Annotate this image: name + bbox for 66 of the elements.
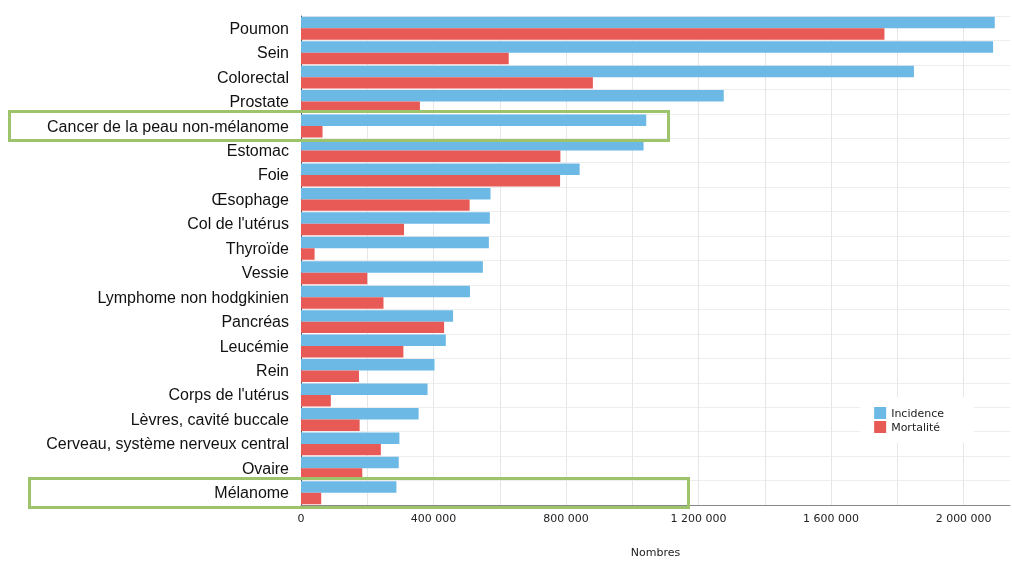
legend-label: Mortalité: [891, 420, 941, 434]
bar: [301, 394, 331, 407]
bar: [301, 432, 400, 444]
x-tick-label: 2 000 000: [935, 512, 992, 525]
bar: [301, 174, 561, 187]
bar: [301, 65, 914, 78]
bar: [301, 285, 470, 298]
x-axis-title: Nombres: [630, 546, 681, 559]
bar: [301, 419, 360, 431]
x-tick-label: 1 600 000: [803, 512, 860, 525]
bar: [301, 236, 489, 249]
bar: [301, 187, 491, 200]
y-tick-label: Sein: [256, 44, 289, 62]
bar: [301, 334, 446, 347]
bar: [301, 456, 399, 469]
bar: [301, 212, 490, 224]
legend-label: Incidence: [891, 406, 945, 420]
y-tick-label: Thyroïde: [225, 239, 290, 257]
y-tick-label: Cerveau, système nerveux central: [46, 435, 289, 453]
y-tick-label: Vessie: [241, 264, 290, 282]
bar: [301, 41, 994, 53]
bar: [301, 126, 323, 138]
bar: [301, 16, 995, 29]
bar: [301, 28, 885, 40]
x-tick-label: 400 000: [410, 512, 457, 525]
bar: [301, 359, 435, 371]
y-tick-label: Lymphome non hodgkinien: [97, 288, 289, 306]
bar: [301, 248, 315, 260]
y-tick-label: Leucémie: [219, 337, 290, 355]
y-tick-label: Œsophage: [211, 190, 290, 208]
bar: [301, 297, 384, 309]
bar: [301, 52, 509, 65]
bar: [301, 407, 419, 420]
bar: [301, 272, 368, 285]
bar: [301, 383, 428, 395]
bar: [301, 77, 593, 89]
x-tick-label: 1 200 000: [670, 512, 727, 525]
y-tick-label: Colorectal: [216, 68, 289, 86]
y-tick-label: Col de l'utérus: [187, 215, 289, 233]
bar: [301, 150, 561, 162]
bar: [301, 223, 405, 236]
bar: [301, 114, 647, 127]
bar: [301, 261, 483, 273]
bar: [301, 370, 359, 383]
y-tick-label: Foie: [257, 166, 290, 184]
bar: [301, 346, 404, 358]
y-tick-label: Ovaire: [241, 459, 290, 477]
bar: [301, 481, 397, 493]
y-tick-label: Lèvres, cavité buccale: [130, 410, 290, 428]
y-tick-label: Corps de l'utérus: [168, 386, 289, 404]
bar: [301, 310, 454, 322]
y-tick-label: Estomac: [226, 141, 289, 159]
y-tick-label: Prostate: [229, 93, 290, 111]
bar: [301, 321, 445, 334]
y-tick-label: Rein: [256, 362, 289, 380]
y-tick-label: Cancer de la peau non-mélanome: [47, 117, 290, 135]
bar: [301, 199, 470, 211]
bar: [301, 443, 381, 456]
bar: [301, 492, 322, 505]
bar: [301, 90, 724, 102]
x-tick-label: 800 000: [543, 512, 589, 525]
bar: [301, 163, 580, 175]
x-tick-label: 0: [297, 512, 305, 525]
y-tick-label: Pancréas: [221, 313, 289, 331]
y-tick-label: Poumon: [229, 19, 289, 37]
y-tick-label: Mélanome: [214, 484, 290, 502]
